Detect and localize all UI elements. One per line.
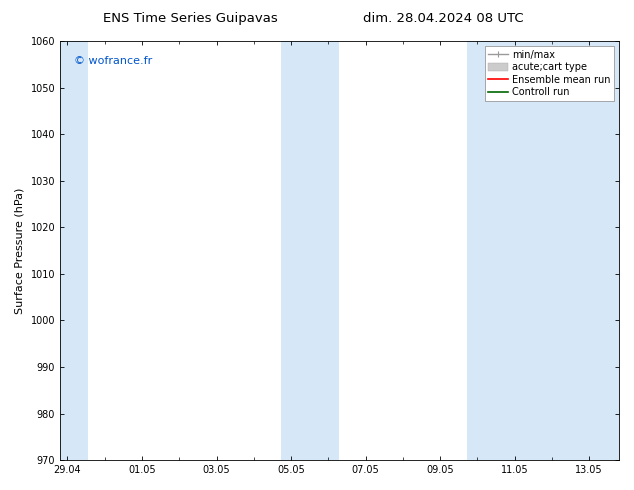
Bar — [60, 41, 88, 460]
Bar — [281, 41, 339, 460]
Y-axis label: Surface Pressure (hPa): Surface Pressure (hPa) — [15, 187, 25, 314]
Text: ENS Time Series Guipavas: ENS Time Series Guipavas — [103, 12, 278, 25]
Text: © wofrance.fr: © wofrance.fr — [74, 56, 152, 66]
Bar — [467, 41, 619, 460]
Legend: min/max, acute;cart type, Ensemble mean run, Controll run: min/max, acute;cart type, Ensemble mean … — [484, 46, 614, 101]
Text: dim. 28.04.2024 08 UTC: dim. 28.04.2024 08 UTC — [363, 12, 524, 25]
